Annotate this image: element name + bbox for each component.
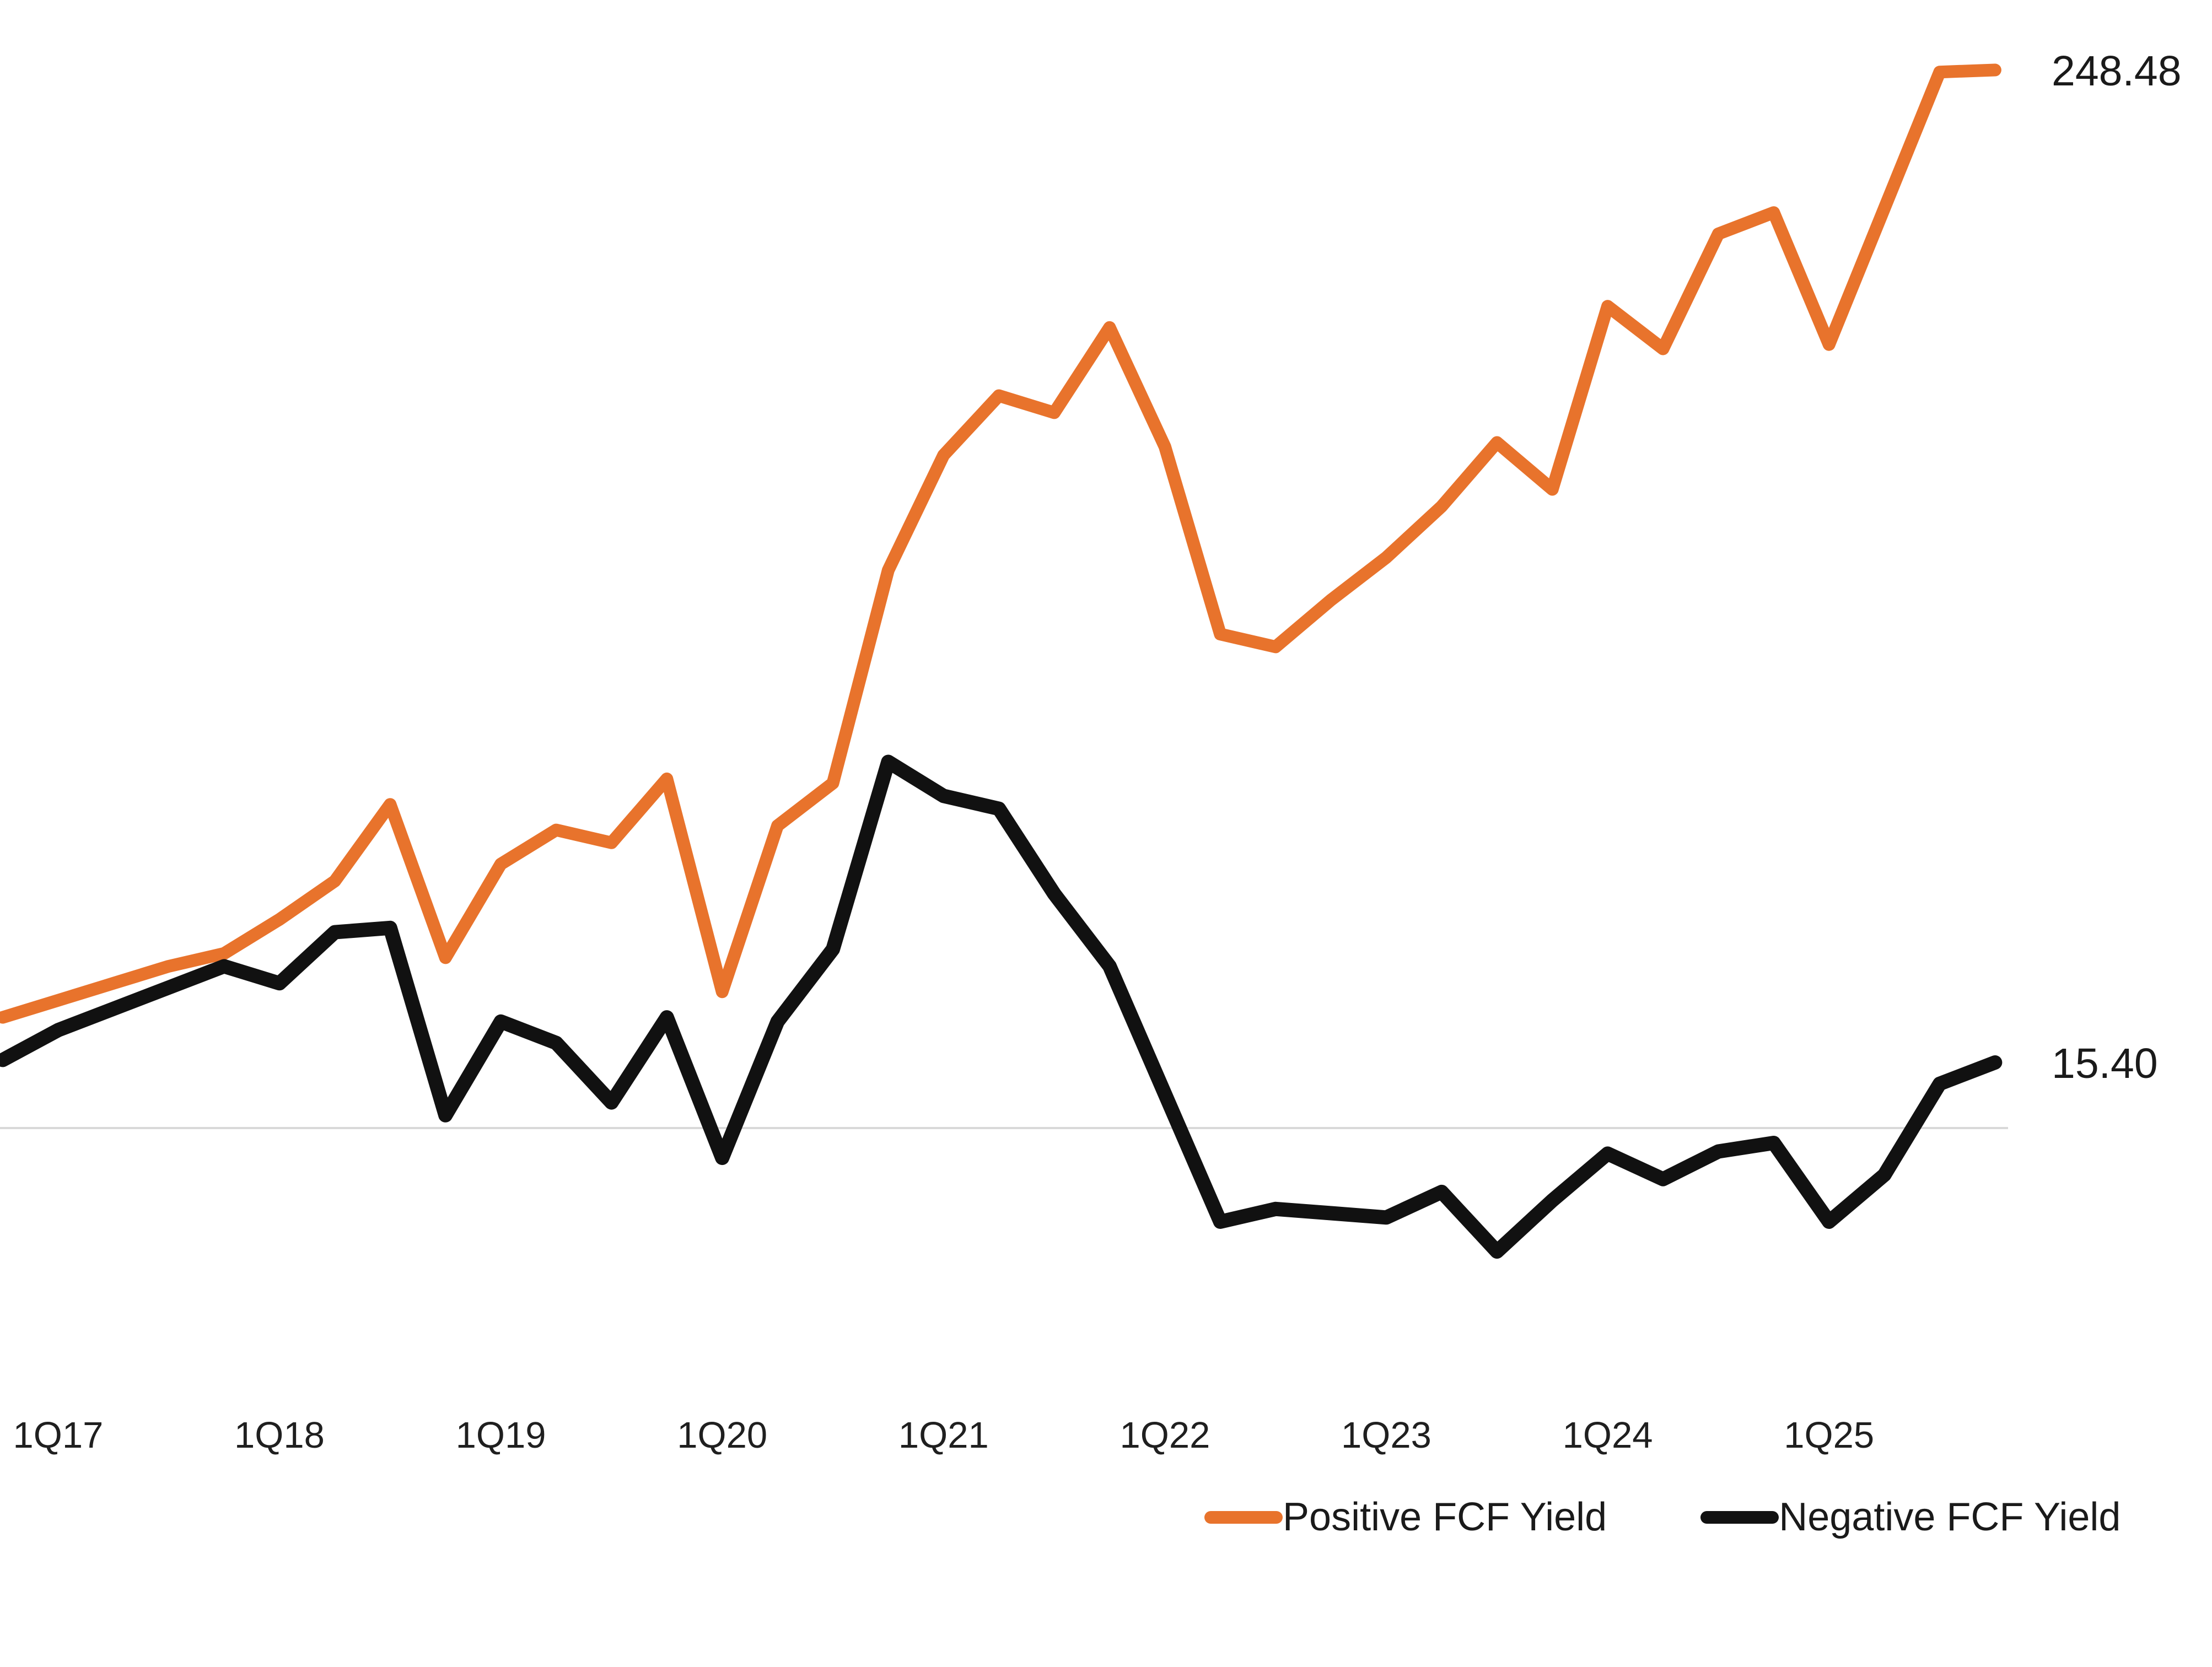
x-tick-label-1q23: 1Q23 bbox=[1341, 1415, 1431, 1456]
chart-legend: Positive FCF Yield Negative FCF Yield bbox=[1204, 1495, 2120, 1540]
x-tick-label-1q19: 1Q19 bbox=[455, 1415, 546, 1456]
legend-item-positive-fcf-yield: Positive FCF Yield bbox=[1204, 1495, 1607, 1540]
negative-series-end-value-label: 15.40 bbox=[2052, 1040, 2158, 1087]
x-tick-label-1q24: 1Q24 bbox=[1562, 1415, 1653, 1456]
legend-label-negative: Negative FCF Yield bbox=[1779, 1495, 2121, 1539]
x-tick-label-1q25: 1Q25 bbox=[1784, 1415, 1875, 1456]
x-axis-tick-labels: 1Q17 1Q18 1Q19 1Q20 1Q21 1Q22 1Q23 1Q24 1Q25 bbox=[0, 1414, 2212, 1464]
legend-item-negative-fcf-yield: Negative FCF Yield bbox=[1700, 1495, 2120, 1540]
x-tick-label-1q22: 1Q22 bbox=[1120, 1415, 1210, 1456]
negative-series-swatch-icon bbox=[1700, 1510, 1779, 1524]
x-tick-label-1q18: 1Q18 bbox=[234, 1415, 325, 1456]
legend-label-positive: Positive FCF Yield bbox=[1283, 1495, 1607, 1539]
positive-series-end-value-label: 248.48 bbox=[2052, 47, 2182, 95]
x-tick-label-1q17: 1Q17 bbox=[13, 1415, 104, 1456]
positive-series-swatch-icon bbox=[1204, 1510, 1283, 1524]
positive-fcf-line bbox=[0, 63, 2001, 1024]
x-tick-label-1q21: 1Q21 bbox=[898, 1415, 989, 1456]
x-tick-label-1q20: 1Q20 bbox=[677, 1415, 768, 1456]
negative-fcf-line bbox=[0, 754, 2003, 1259]
